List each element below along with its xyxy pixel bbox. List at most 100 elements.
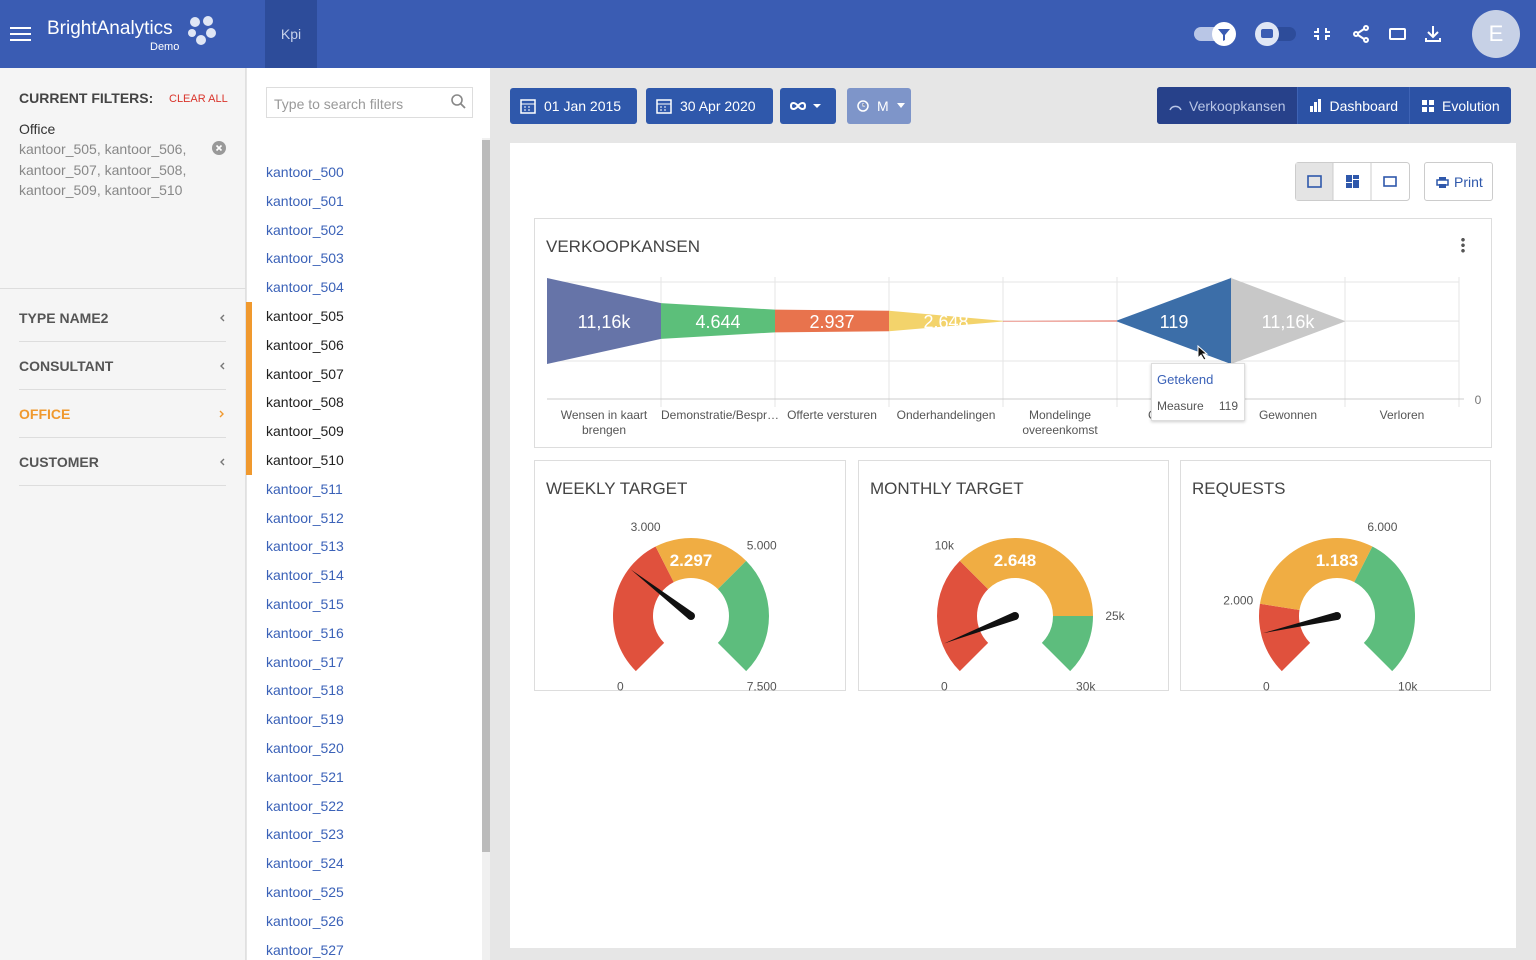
filter-item[interactable]: kantoor_522 [266, 797, 344, 814]
filter-item[interactable]: kantoor_513 [266, 538, 344, 555]
view-button[interactable]: Evolution [1409, 87, 1511, 124]
icon-shape [1317, 99, 1321, 112]
view-label: Evolution [1442, 97, 1500, 114]
chart-title: MONTHLY TARGET [870, 479, 1024, 498]
filter-item[interactable]: kantoor_515 [266, 596, 344, 612]
clock-icon [857, 100, 869, 112]
filter-item[interactable]: kantoor_505 [266, 308, 344, 324]
category-label: Wensen in kaart brengen [560, 408, 648, 437]
filter-item[interactable]: kantoor_517 [266, 653, 344, 670]
filter-item[interactable]: kantoor_514 [266, 567, 344, 584]
date-text: 30 Apr 2020 [680, 98, 756, 114]
funnel-segment [775, 309, 889, 333]
sidebar: CURRENT FILTERS: CLEAR ALL Office kantoo… [0, 68, 246, 960]
filter-item[interactable]: kantoor_504 [266, 279, 344, 296]
view-button[interactable]: Verkoopkansen [1157, 87, 1297, 124]
view-icon [1169, 105, 1182, 111]
value-label: 11,16k [578, 312, 632, 332]
filter-panel: Type to search filters [247, 68, 490, 960]
filter-item[interactable]: kantoor_511 [266, 480, 343, 497]
dimension-row[interactable]: TYPE NAME2 [19, 294, 226, 342]
tick-label: 5.000 [747, 538, 777, 552]
print-icon [1436, 176, 1449, 188]
menu-icon[interactable] [10, 25, 32, 43]
gauge-band [613, 546, 674, 672]
view-button[interactable]: Dashboard [1296, 87, 1410, 124]
gauge-band [1041, 616, 1093, 672]
brand: BrightAnalytics [47, 18, 173, 39]
filter-item[interactable]: kantoor_509 [266, 423, 344, 440]
funnel-segment [1345, 321, 1459, 322]
category-label: Mondelinge overeenkomst [1022, 408, 1098, 437]
avatar[interactable]: E [1472, 10, 1520, 58]
period-button[interactable]: M [847, 88, 911, 124]
filter-item[interactable]: kantoor_508 [266, 394, 344, 411]
tick-label: 2.000 [1223, 593, 1253, 607]
tick-label: 30k [1076, 680, 1096, 692]
dimension-label: TYPE NAME2 [19, 309, 109, 326]
scrollbar[interactable] [482, 138, 490, 960]
selection-bar [246, 417, 252, 447]
needle-hub [1011, 612, 1019, 620]
tick-label: 0 [1263, 680, 1270, 692]
filter-item[interactable]: kantoor_526 [266, 912, 344, 929]
filter-item[interactable]: kantoor_519 [266, 711, 344, 728]
filter-item[interactable]: kantoor_512 [266, 509, 344, 526]
icon-shape [1313, 102, 1317, 112]
value-label: 1.183 [1316, 551, 1359, 570]
compare-button[interactable] [780, 88, 836, 124]
chevron-path [220, 362, 225, 369]
dimension-row[interactable]: CONSULTANT [19, 342, 226, 390]
print-button[interactable]: Print [1424, 162, 1493, 201]
start-date[interactable]: 01 Jan 2015 [510, 88, 637, 124]
tab[interactable]: Kpi [265, 0, 317, 68]
icon-shape [1169, 105, 1182, 111]
icon-shape [1422, 107, 1428, 112]
remove-filter[interactable] [212, 141, 226, 155]
dimension-row[interactable]: CUSTOMER [19, 438, 226, 486]
filter-item[interactable]: kantoor_503 [266, 250, 344, 267]
filter-item[interactable]: kantoor_507 [266, 365, 344, 382]
value-label: 2.648 [923, 312, 968, 332]
logo [188, 16, 216, 45]
clear-all[interactable]: CLEAR ALL [169, 93, 228, 105]
filter-item[interactable]: kantoor_500 [266, 164, 344, 180]
filter-item[interactable]: kantoor_516 [266, 624, 344, 641]
search-box[interactable]: Type to search filters [266, 87, 473, 118]
gauge-band [937, 560, 989, 672]
filter-item[interactable]: kantoor_524 [266, 855, 344, 872]
dimension-row[interactable]: OFFICE [19, 390, 226, 438]
filter-item[interactable]: kantoor_510 [266, 452, 344, 468]
tick-label: 10k [1398, 680, 1418, 692]
period-text: M [877, 98, 889, 114]
end-date[interactable]: 30 Apr 2020 [646, 88, 773, 124]
scroll-thumb[interactable] [482, 140, 490, 852]
filter-item[interactable]: kantoor_518 [266, 682, 344, 699]
header: BrightAnalytics Demo Kpi E [0, 0, 1536, 68]
dimension-label: CUSTOMER [19, 453, 99, 470]
gauge: 0 3.000 5.000 7.500 2.297 [613, 520, 777, 692]
filter-item[interactable]: kantoor_523 [266, 826, 344, 843]
value-label: 119 [1160, 312, 1189, 332]
tick-label: 10k [935, 538, 955, 552]
filters-title: CURRENT FILTERS: [19, 90, 154, 106]
chevron-path [220, 458, 225, 465]
needle-hub [687, 612, 695, 620]
filter-item[interactable]: kantoor_520 [266, 740, 344, 756]
value-label: 4.644 [695, 312, 740, 332]
selection-bar [246, 302, 252, 331]
filter-item[interactable]: kantoor_506 [266, 336, 344, 353]
filter-item[interactable]: kantoor_521 [266, 768, 344, 785]
filter-item[interactable]: kantoor_502 [266, 221, 344, 238]
category-label: Offerte versturen [787, 408, 877, 422]
layout-buttons[interactable] [1295, 162, 1410, 201]
filter-item[interactable]: kantoor_527 [266, 941, 344, 958]
menu-dots[interactable] [1461, 237, 1465, 253]
icon-shape [1429, 107, 1435, 112]
view-switch: Verkoopkansen Dashboard Evolution [1157, 87, 1511, 124]
filter-item[interactable]: kantoor_525 [266, 884, 344, 900]
filter-item[interactable]: kantoor_501 [266, 192, 344, 209]
tooltip-label: Measure [1157, 399, 1204, 413]
header-icons[interactable] [1190, 18, 1450, 52]
chevron [220, 458, 225, 465]
